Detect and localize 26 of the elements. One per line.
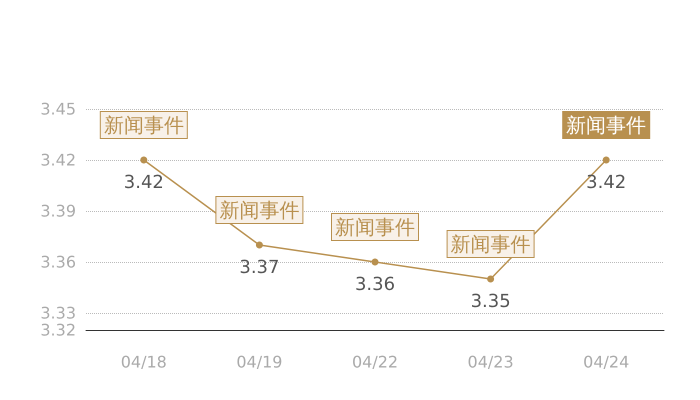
y-tick-label: 3.33 bbox=[40, 304, 76, 322]
y-tick-label: 3.36 bbox=[40, 252, 76, 272]
x-tick-label: 04/19 bbox=[236, 352, 282, 372]
annotation: 新闻事件 bbox=[104, 113, 184, 137]
point bbox=[487, 276, 494, 282]
annotation: 新闻事件 bbox=[219, 198, 300, 222]
data-label: 3.42 bbox=[586, 172, 626, 193]
point bbox=[140, 156, 148, 164]
y-tick-label: 3.39 bbox=[40, 202, 76, 220]
annotation: 新闻事件 bbox=[335, 215, 415, 239]
y-tick-label: 3.45 bbox=[40, 100, 76, 118]
x-tick-label: 04/24 bbox=[583, 352, 630, 372]
data-label: 3.36 bbox=[354, 274, 396, 295]
data-label: 3.42 bbox=[124, 172, 164, 193]
x-tick-label: 04/22 bbox=[352, 352, 398, 372]
y-tick-label: 3.42 bbox=[40, 150, 76, 170]
data-label: 3.37 bbox=[239, 257, 280, 278]
point bbox=[372, 258, 378, 266]
annotation: 新闻事件 bbox=[566, 113, 646, 137]
y-tick-label: 3.32 bbox=[40, 320, 76, 340]
x-tick-label: 04/18 bbox=[120, 352, 167, 372]
point bbox=[602, 156, 610, 164]
point bbox=[256, 242, 263, 248]
data-label: 3.35 bbox=[470, 291, 511, 312]
x-tick-label: 04/23 bbox=[468, 352, 514, 372]
annotation: 新闻事件 bbox=[450, 232, 531, 256]
